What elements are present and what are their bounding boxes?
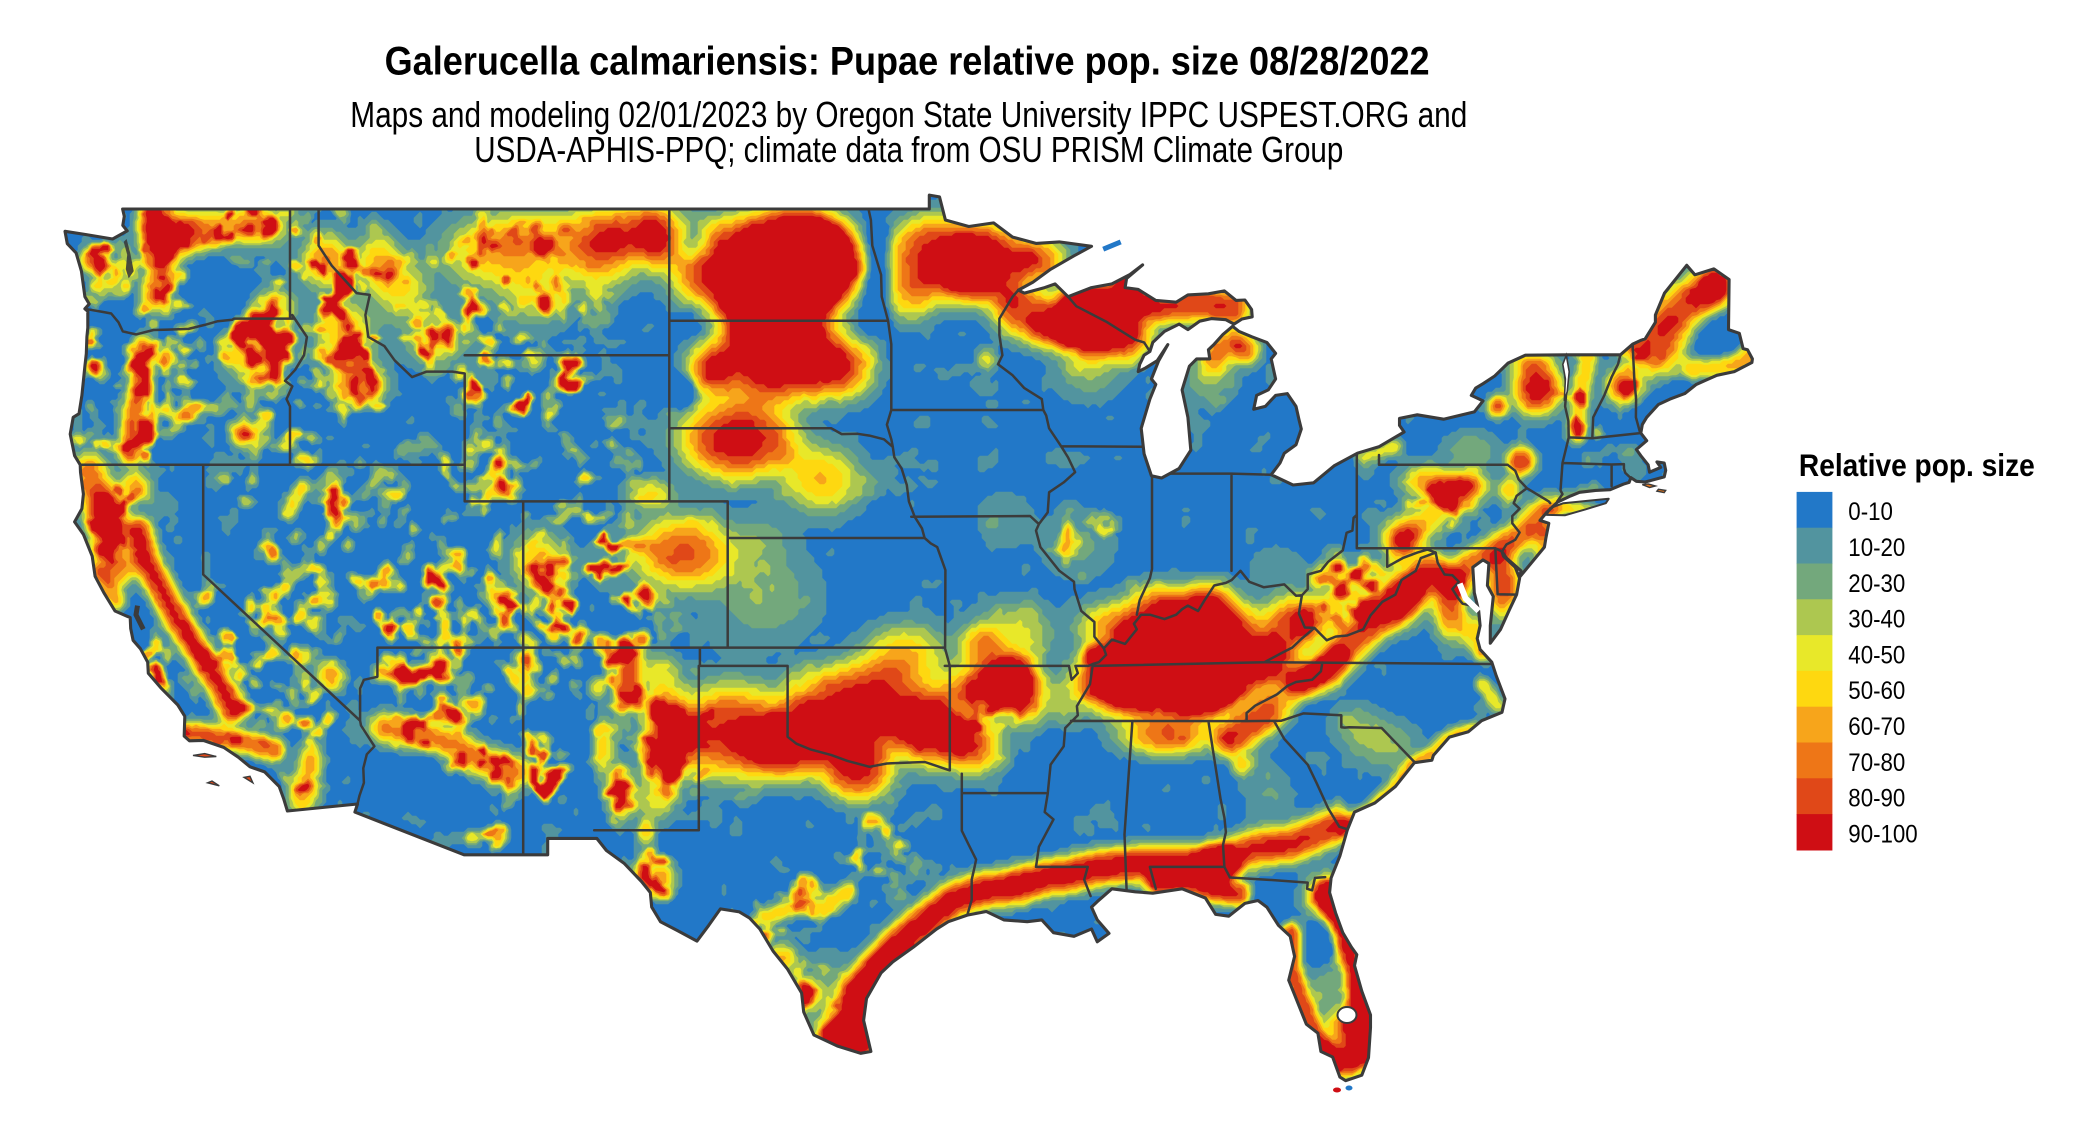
- svg-text:30-40: 30-40: [1848, 606, 1905, 634]
- svg-text:60-70: 60-70: [1848, 713, 1905, 741]
- svg-text:USDA-APHIS-PPQ; climate data f: USDA-APHIS-PPQ; climate data from OSU PR…: [474, 129, 1343, 170]
- svg-text:20-30: 20-30: [1848, 570, 1905, 598]
- svg-text:80-90: 80-90: [1848, 785, 1905, 813]
- svg-text:90-100: 90-100: [1848, 820, 1917, 848]
- svg-text:Maps and modeling 02/01/2023 b: Maps and modeling 02/01/2023 by Oregon S…: [350, 94, 1467, 135]
- svg-text:Galerucella calmariensis: Pupa: Galerucella calmariensis: Pupae relative…: [385, 40, 1430, 84]
- svg-text:Relative pop. size: Relative pop. size: [1799, 447, 2035, 483]
- svg-text:10-20: 10-20: [1848, 534, 1905, 562]
- svg-text:50-60: 50-60: [1848, 677, 1905, 705]
- svg-text:70-80: 70-80: [1848, 749, 1905, 777]
- svg-text:0-10: 0-10: [1848, 498, 1893, 526]
- svg-text:40-50: 40-50: [1848, 641, 1905, 669]
